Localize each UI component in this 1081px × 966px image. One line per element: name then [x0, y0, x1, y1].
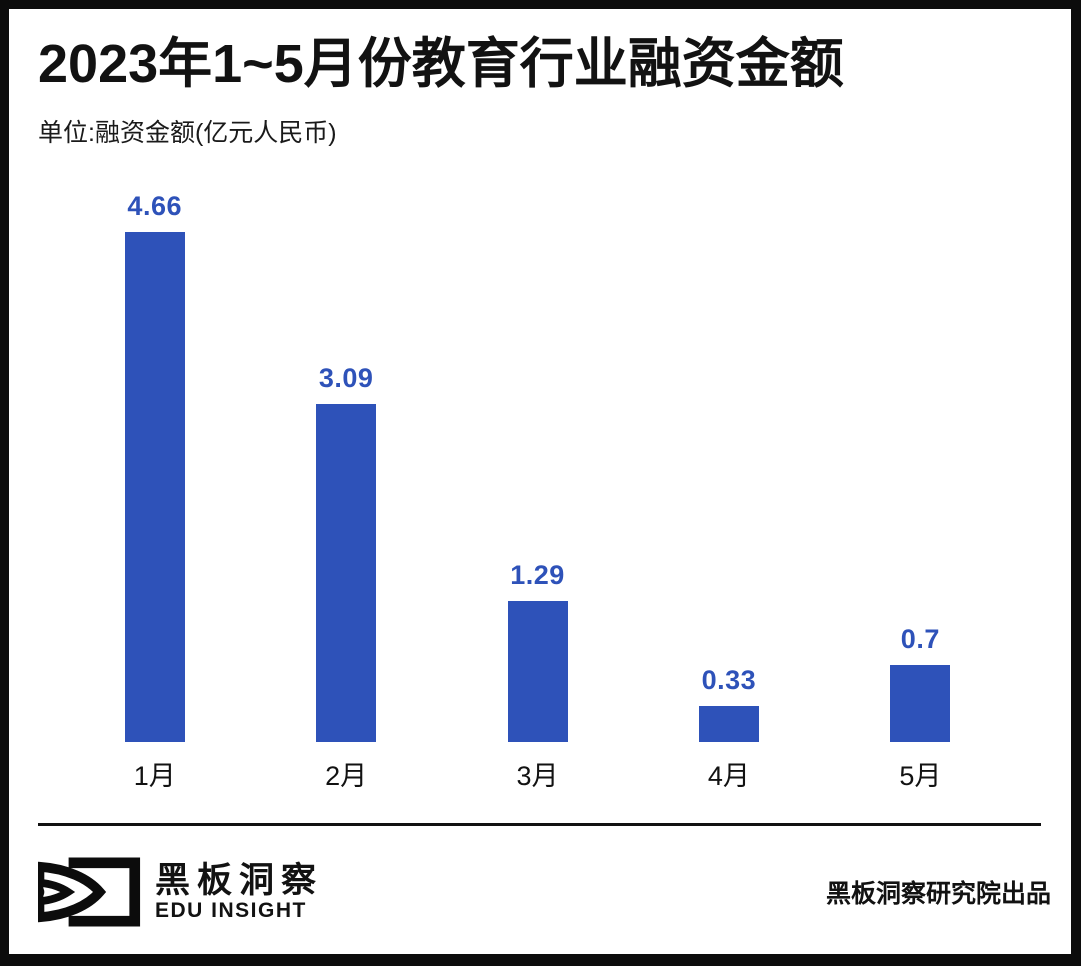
bar-column: 0.33 4月 [633, 190, 824, 790]
x-axis-label: 3月 [516, 761, 559, 791]
x-axis-label: 1月 [133, 761, 176, 791]
bar-value-label: 0.7 [900, 624, 940, 654]
bar [124, 232, 185, 742]
bar-column: 4.66 1月 [59, 190, 250, 790]
brand-name-cn: 黑板洞察 [155, 860, 324, 900]
bar [507, 601, 568, 742]
bar-value-label: 1.29 [510, 560, 565, 590]
brand-logo: 黑板洞察 EDU INSIGHT [38, 857, 323, 927]
bar-column: 3.09 2月 [250, 190, 441, 790]
page-title: 2023年1~5月份教育行业融资金额 [38, 34, 844, 94]
footer: 黑板洞察 EDU INSIGHT 黑板洞察研究院出品 [9, 857, 1071, 927]
bar-value-label: 4.66 [127, 191, 182, 221]
eye-icon [38, 857, 141, 927]
brand-text: 黑板洞察 EDU INSIGHT [155, 862, 323, 923]
header: 2023年1~5月份教育行业融资金额 单位:融资金额(亿元人民币) [9, 9, 1071, 147]
bar-chart: 4.66 1月 3.09 2月 1.29 3月 0.33 4月 0.7 5月 [59, 190, 1016, 790]
bar [698, 706, 759, 742]
unit-label: 单位:融资金额(亿元人民币) [38, 119, 337, 147]
brand-name-en: EDU INSIGHT [155, 898, 307, 922]
bar-column: 1.29 3月 [442, 190, 633, 790]
bar-column: 0.7 5月 [825, 190, 1016, 790]
credit-text: 黑板洞察研究院出品 [825, 880, 1051, 908]
bar-value-label: 0.33 [701, 665, 757, 695]
bar [890, 665, 951, 742]
footer-divider [38, 823, 1041, 826]
bar [316, 404, 377, 742]
x-axis-label: 4月 [707, 761, 750, 791]
bar-value-label: 3.09 [318, 363, 374, 393]
x-axis-label: 2月 [325, 761, 368, 791]
x-axis-label: 5月 [899, 761, 942, 791]
